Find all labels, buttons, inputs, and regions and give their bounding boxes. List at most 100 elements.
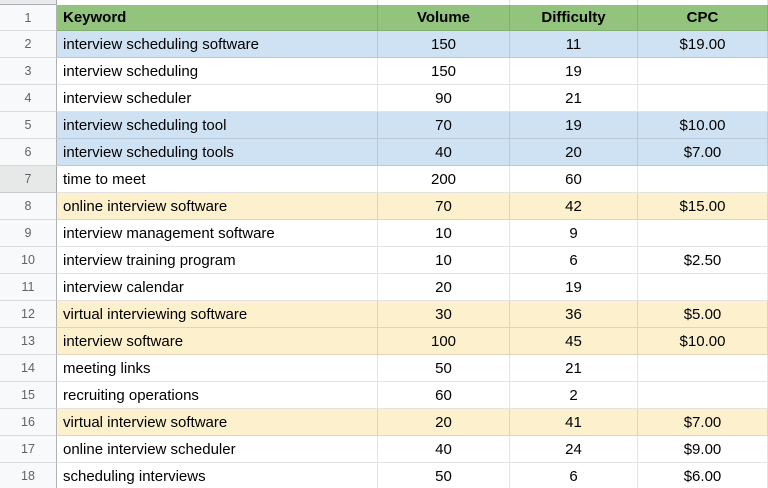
table-row: 7 time to meet 200 60 (0, 166, 768, 193)
row-number[interactable]: 16 (0, 409, 57, 436)
cell-cpc[interactable]: $7.00 (638, 139, 768, 166)
cell-volume[interactable]: 40 (378, 436, 510, 463)
cell-difficulty[interactable]: 19 (510, 58, 638, 85)
row-number[interactable]: 17 (0, 436, 57, 463)
row-number[interactable]: 18 (0, 463, 57, 488)
cell-cpc[interactable]: $7.00 (638, 409, 768, 436)
cell-cpc[interactable] (638, 274, 768, 301)
cell-difficulty[interactable]: 19 (510, 112, 638, 139)
cell-difficulty[interactable]: 6 (510, 247, 638, 274)
cell-keyword[interactable]: online interview scheduler (57, 436, 378, 463)
cell-difficulty[interactable]: 21 (510, 85, 638, 112)
cell-keyword[interactable]: interview scheduler (57, 85, 378, 112)
row-number[interactable]: 1 (0, 5, 57, 31)
cell-volume[interactable]: 100 (378, 328, 510, 355)
cell-cpc[interactable] (638, 85, 768, 112)
cell-volume[interactable]: 10 (378, 220, 510, 247)
cell-difficulty[interactable]: 60 (510, 166, 638, 193)
cell-difficulty[interactable]: 36 (510, 301, 638, 328)
table-row: 18 scheduling interviews 50 6 $6.00 (0, 463, 768, 488)
cell-cpc[interactable]: $10.00 (638, 112, 768, 139)
cell-volume[interactable]: 20 (378, 274, 510, 301)
cell-cpc[interactable]: $19.00 (638, 31, 768, 58)
cell-cpc[interactable]: $5.00 (638, 301, 768, 328)
cell-keyword[interactable]: interview software (57, 328, 378, 355)
table-row: 13 interview software 100 45 $10.00 (0, 328, 768, 355)
row-number[interactable]: 15 (0, 382, 57, 409)
cell-keyword[interactable]: online interview software (57, 193, 378, 220)
cell-difficulty[interactable]: 45 (510, 328, 638, 355)
cell-cpc[interactable] (638, 382, 768, 409)
row-number[interactable]: 13 (0, 328, 57, 355)
row-number[interactable]: 14 (0, 355, 57, 382)
cell-volume[interactable]: 70 (378, 193, 510, 220)
sliver-cell (378, 0, 510, 5)
cell-volume[interactable]: 150 (378, 31, 510, 58)
cell-cpc[interactable] (638, 58, 768, 85)
cell-volume[interactable]: 30 (378, 301, 510, 328)
row-number[interactable]: 12 (0, 301, 57, 328)
row-number[interactable]: 2 (0, 31, 57, 58)
cell-volume[interactable]: 60 (378, 382, 510, 409)
cell-keyword[interactable]: recruiting operations (57, 382, 378, 409)
table-row: 4 interview scheduler 90 21 (0, 85, 768, 112)
cell-keyword[interactable]: meeting links (57, 355, 378, 382)
row-number[interactable]: 7 (0, 166, 57, 193)
column-header-keyword[interactable]: Keyword (57, 5, 378, 31)
table-row: 12 virtual interviewing software 30 36 $5.00 (0, 301, 768, 328)
row-number[interactable]: 4 (0, 85, 57, 112)
cell-keyword[interactable]: scheduling interviews (57, 463, 378, 488)
row-number[interactable]: 11 (0, 274, 57, 301)
cell-keyword[interactable]: interview management software (57, 220, 378, 247)
cell-difficulty[interactable]: 19 (510, 274, 638, 301)
row-number[interactable]: 6 (0, 139, 57, 166)
cell-keyword[interactable]: interview calendar (57, 274, 378, 301)
cell-difficulty[interactable]: 2 (510, 382, 638, 409)
cell-difficulty[interactable]: 20 (510, 139, 638, 166)
cell-keyword[interactable]: virtual interviewing software (57, 301, 378, 328)
cell-volume[interactable]: 150 (378, 58, 510, 85)
table-row: 6 interview scheduling tools 40 20 $7.00 (0, 139, 768, 166)
cell-keyword[interactable]: interview scheduling software (57, 31, 378, 58)
cell-difficulty[interactable]: 11 (510, 31, 638, 58)
cell-keyword[interactable]: virtual interview software (57, 409, 378, 436)
cell-cpc[interactable]: $10.00 (638, 328, 768, 355)
cell-cpc[interactable] (638, 355, 768, 382)
column-header-cpc[interactable]: CPC (638, 5, 768, 31)
cell-volume[interactable]: 10 (378, 247, 510, 274)
cell-cpc[interactable] (638, 220, 768, 247)
cell-keyword[interactable]: interview training program (57, 247, 378, 274)
cell-cpc[interactable]: $6.00 (638, 463, 768, 488)
row-number[interactable]: 3 (0, 58, 57, 85)
cell-difficulty[interactable]: 9 (510, 220, 638, 247)
row-number[interactable]: 10 (0, 247, 57, 274)
cell-keyword[interactable]: interview scheduling (57, 58, 378, 85)
cell-cpc[interactable] (638, 166, 768, 193)
row-number[interactable]: 9 (0, 220, 57, 247)
cell-difficulty[interactable]: 41 (510, 409, 638, 436)
table-row: 8 online interview software 70 42 $15.00 (0, 193, 768, 220)
cell-cpc[interactable]: $9.00 (638, 436, 768, 463)
cell-keyword[interactable]: interview scheduling tools (57, 139, 378, 166)
cell-volume[interactable]: 50 (378, 463, 510, 488)
cell-volume[interactable]: 50 (378, 355, 510, 382)
cell-volume[interactable]: 40 (378, 139, 510, 166)
cell-volume[interactable]: 90 (378, 85, 510, 112)
cell-volume[interactable]: 70 (378, 112, 510, 139)
cell-difficulty[interactable]: 42 (510, 193, 638, 220)
cell-cpc[interactable]: $15.00 (638, 193, 768, 220)
cell-keyword[interactable]: time to meet (57, 166, 378, 193)
column-header-volume[interactable]: Volume (378, 5, 510, 31)
cell-cpc[interactable]: $2.50 (638, 247, 768, 274)
cell-volume[interactable]: 20 (378, 409, 510, 436)
cell-keyword[interactable]: interview scheduling tool (57, 112, 378, 139)
cell-volume[interactable]: 200 (378, 166, 510, 193)
table-row: 15 recruiting operations 60 2 (0, 382, 768, 409)
cell-difficulty[interactable]: 21 (510, 355, 638, 382)
row-number[interactable]: 8 (0, 193, 57, 220)
column-header-difficulty[interactable]: Difficulty (510, 5, 638, 31)
cell-difficulty[interactable]: 6 (510, 463, 638, 488)
row-number[interactable]: 5 (0, 112, 57, 139)
cell-difficulty[interactable]: 24 (510, 436, 638, 463)
